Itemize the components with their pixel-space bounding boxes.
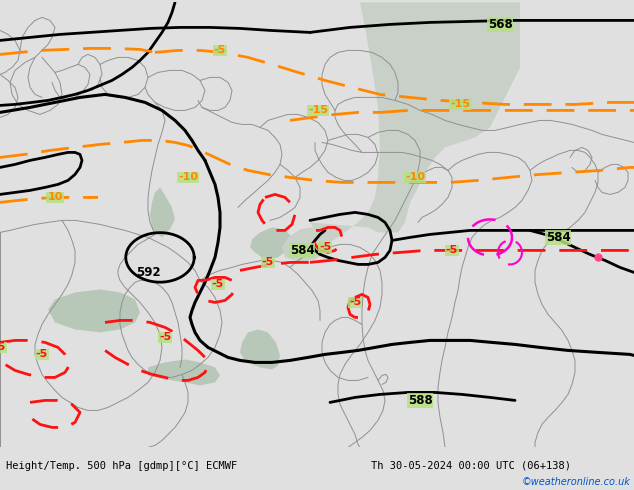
Text: -5: -5 [212,279,224,290]
Polygon shape [282,227,328,263]
Text: 568: 568 [488,18,512,31]
Polygon shape [250,227,292,259]
Text: -10: -10 [405,172,425,182]
Text: -5: -5 [262,257,274,268]
Polygon shape [240,329,280,369]
Text: 588: 588 [408,394,432,407]
Text: -5: -5 [159,332,171,343]
Text: 592: 592 [136,266,160,279]
Polygon shape [48,290,140,332]
Text: 10: 10 [48,193,63,202]
Polygon shape [148,359,220,386]
Text: -5: -5 [319,243,331,252]
Text: -15: -15 [450,99,470,109]
Text: -5: -5 [349,297,361,307]
Polygon shape [150,187,175,238]
Text: 584: 584 [546,231,571,244]
Text: Th 30-05-2024 00:00 UTC (06+138): Th 30-05-2024 00:00 UTC (06+138) [371,461,571,471]
Text: 584: 584 [290,244,314,257]
Text: -5: -5 [0,343,6,352]
Text: -15: -15 [308,105,328,116]
Text: -10: -10 [178,172,198,182]
Text: ©weatheronline.co.uk: ©weatheronline.co.uk [522,477,631,487]
Polygon shape [310,2,420,243]
Polygon shape [410,2,520,202]
Text: Height/Temp. 500 hPa [gdmp][°C] ECMWF: Height/Temp. 500 hPa [gdmp][°C] ECMWF [6,461,238,471]
Text: -5: -5 [36,349,48,359]
Text: -5: -5 [214,46,226,55]
Text: -5: -5 [446,245,458,255]
